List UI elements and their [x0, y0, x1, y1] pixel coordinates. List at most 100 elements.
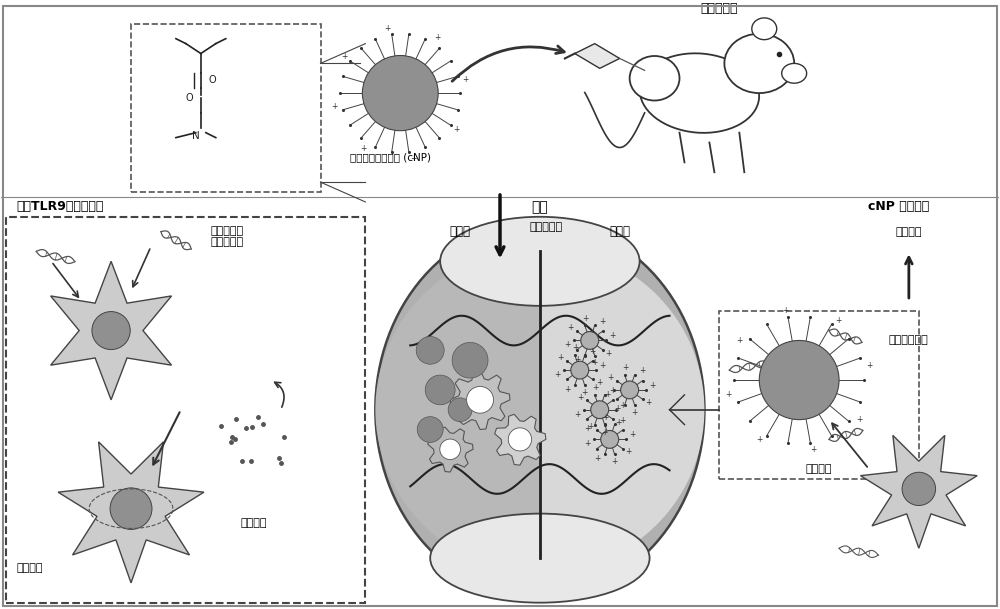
Text: +: +: [836, 316, 842, 325]
Text: +: +: [639, 367, 645, 376]
Circle shape: [440, 439, 460, 460]
Circle shape: [591, 401, 609, 418]
Text: +: +: [622, 363, 628, 372]
Ellipse shape: [430, 513, 650, 603]
Text: +: +: [649, 381, 655, 390]
Text: 免疫细胞: 免疫细胞: [16, 563, 43, 573]
FancyBboxPatch shape: [719, 311, 919, 479]
Text: +: +: [410, 153, 417, 163]
Text: +: +: [384, 24, 390, 33]
Text: +: +: [619, 416, 626, 425]
Text: O: O: [185, 93, 193, 103]
Text: +: +: [587, 422, 594, 431]
Polygon shape: [575, 44, 620, 68]
Text: +: +: [582, 314, 588, 323]
Text: +: +: [756, 435, 763, 444]
Circle shape: [508, 428, 532, 451]
Text: +: +: [434, 33, 440, 43]
Text: +: +: [589, 347, 596, 356]
Text: +: +: [564, 385, 570, 393]
Text: +: +: [604, 390, 610, 399]
Text: +: +: [581, 388, 588, 397]
Circle shape: [416, 337, 444, 364]
Circle shape: [362, 55, 438, 131]
Text: +: +: [572, 343, 578, 353]
Text: +: +: [584, 424, 590, 433]
Text: +: +: [592, 383, 598, 392]
Text: +: +: [574, 355, 580, 364]
Text: +: +: [557, 353, 564, 362]
Polygon shape: [58, 442, 204, 583]
Text: +: +: [554, 370, 560, 379]
Ellipse shape: [724, 33, 794, 93]
FancyBboxPatch shape: [131, 24, 320, 192]
Ellipse shape: [630, 56, 680, 100]
Text: 细胞因子: 细胞因子: [241, 518, 267, 529]
Polygon shape: [495, 414, 546, 465]
Circle shape: [759, 340, 839, 420]
Text: +: +: [602, 413, 608, 421]
Text: 阳离子聚合物胶束 (cNP): 阳离子聚合物胶束 (cNP): [350, 152, 431, 163]
Text: +: +: [614, 404, 620, 414]
Text: +: +: [599, 317, 606, 326]
Text: +: +: [564, 340, 570, 350]
Text: +: +: [584, 440, 590, 448]
Text: +: +: [596, 378, 602, 387]
Text: 游离核酸或
免疫复合物: 游离核酸或 免疫复合物: [211, 226, 244, 247]
Text: +: +: [611, 457, 617, 466]
Text: +: +: [606, 348, 612, 357]
Text: +: +: [616, 418, 622, 427]
Text: 关节炎模型: 关节炎模型: [701, 2, 738, 15]
Text: 病情缓解: 病情缓解: [896, 227, 922, 237]
Text: 治疗后: 治疗后: [609, 225, 630, 238]
Text: +: +: [341, 52, 348, 61]
Ellipse shape: [375, 222, 704, 597]
Wedge shape: [375, 247, 540, 573]
Circle shape: [621, 381, 639, 399]
Polygon shape: [861, 435, 977, 548]
Text: +: +: [463, 76, 469, 85]
Text: 关节: 关节: [532, 200, 548, 214]
Circle shape: [448, 398, 472, 421]
Text: 治疗前: 治疗前: [450, 225, 471, 238]
Ellipse shape: [640, 54, 759, 133]
Text: +: +: [567, 323, 574, 333]
Polygon shape: [51, 261, 172, 400]
Text: +: +: [726, 390, 732, 399]
Text: cNP 治疗过程: cNP 治疗过程: [868, 200, 930, 213]
Circle shape: [571, 361, 589, 379]
Circle shape: [425, 375, 455, 405]
Text: O: O: [209, 76, 216, 85]
FancyBboxPatch shape: [6, 217, 365, 603]
Text: +: +: [577, 393, 584, 402]
Wedge shape: [540, 247, 704, 573]
Text: +: +: [453, 125, 459, 134]
Text: +: +: [646, 398, 652, 407]
Text: +: +: [609, 331, 615, 340]
Ellipse shape: [782, 63, 807, 83]
Text: +: +: [594, 454, 600, 463]
Text: +: +: [591, 358, 597, 367]
Circle shape: [452, 342, 488, 378]
Text: +: +: [619, 401, 625, 410]
Text: +: +: [332, 102, 338, 111]
Text: +: +: [810, 445, 817, 454]
Text: +: +: [736, 336, 743, 345]
Ellipse shape: [752, 18, 777, 40]
Text: +: +: [626, 448, 632, 457]
Text: +: +: [599, 361, 605, 370]
Polygon shape: [428, 427, 473, 472]
Text: +: +: [607, 373, 614, 382]
Circle shape: [92, 312, 130, 350]
Text: +: +: [574, 410, 580, 419]
Ellipse shape: [440, 217, 640, 306]
Circle shape: [601, 431, 619, 448]
Text: N: N: [192, 131, 200, 141]
Text: 捕抓核酸: 捕抓核酸: [806, 464, 832, 474]
Text: +: +: [856, 415, 862, 424]
Text: +: +: [609, 386, 616, 395]
Circle shape: [902, 472, 936, 505]
Circle shape: [467, 387, 494, 413]
Text: +: +: [631, 408, 637, 417]
Circle shape: [110, 488, 152, 529]
